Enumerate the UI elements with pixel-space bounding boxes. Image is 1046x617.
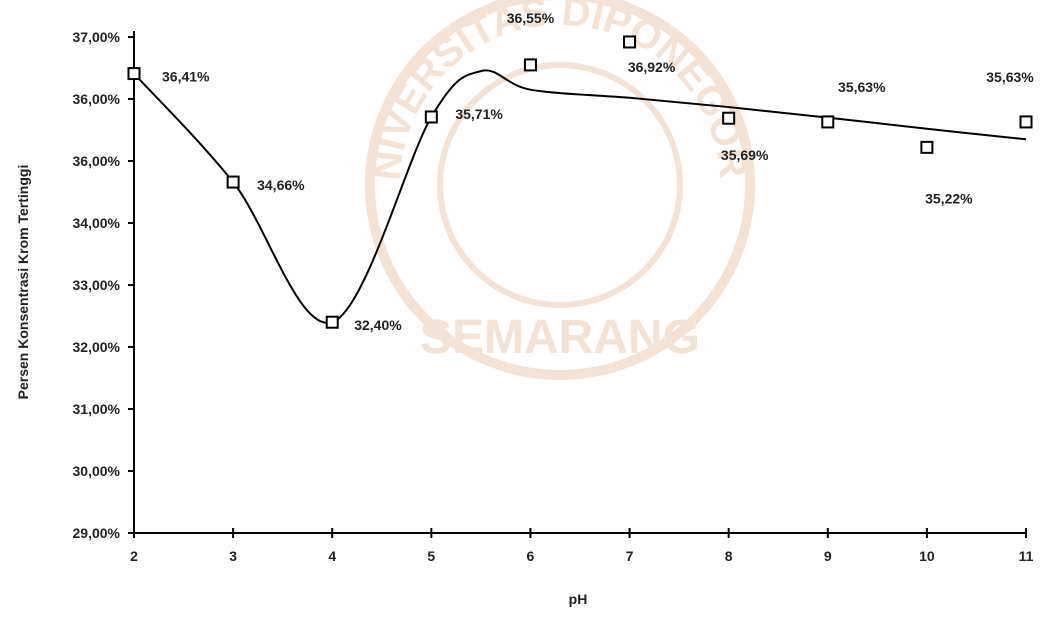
data-points bbox=[127, 35, 1033, 329]
x-tick-label: 8 bbox=[725, 548, 733, 564]
y-axis-title: Persen Konsentrasi Krom Tertinggi bbox=[15, 165, 31, 400]
y-tick-label: 31,00% bbox=[73, 401, 121, 417]
x-tick-label: 2 bbox=[130, 548, 138, 564]
y-tick-label: 34,00% bbox=[73, 215, 121, 231]
x-tick-label: 10 bbox=[919, 548, 935, 564]
data-label: 36,41% bbox=[162, 69, 210, 85]
data-point-marker bbox=[127, 67, 141, 81]
data-label: 36,55% bbox=[507, 10, 555, 26]
data-point-marker bbox=[424, 110, 438, 124]
watermark-bottom-text: SEMARANG bbox=[420, 311, 700, 364]
data-label: 35,63% bbox=[838, 79, 886, 95]
x-tick-label: 5 bbox=[427, 548, 435, 564]
y-tick-label: 36,00% bbox=[73, 91, 121, 107]
x-axis: 2 3 4 5 6 7 8 9 10 11 bbox=[130, 528, 1034, 564]
watermark-ring-outer bbox=[365, 0, 755, 380]
trend-line bbox=[133, 69, 1027, 324]
data-label: 35,22% bbox=[925, 190, 973, 206]
data-point-marker bbox=[920, 140, 934, 154]
x-axis-title: pH bbox=[569, 591, 588, 607]
y-axis: 29,00% 30,00% 31,00% 32,00% 33,00% 34,00% 36,0… bbox=[73, 29, 135, 541]
y-tick-label: 37,00% bbox=[73, 29, 121, 45]
data-label: 34,66% bbox=[257, 177, 305, 193]
x-tick-label: 11 bbox=[1019, 548, 1034, 564]
watermark-ring-inner bbox=[437, 62, 683, 308]
x-tick-label: 4 bbox=[328, 548, 336, 564]
y-tick-label: 30,00% bbox=[73, 463, 121, 479]
data-point-marker bbox=[821, 115, 835, 129]
x-tick-label: 6 bbox=[527, 548, 535, 564]
data-point-marker bbox=[325, 315, 339, 329]
data-label: 35,69% bbox=[721, 147, 769, 163]
x-tick-label: 9 bbox=[824, 548, 832, 564]
y-tick-label: 36,00% bbox=[73, 153, 121, 169]
y-tick-label: 33,00% bbox=[73, 277, 121, 293]
y-tick-label: 32,00% bbox=[73, 339, 121, 355]
data-point-marker bbox=[523, 58, 537, 72]
data-label: 35,71% bbox=[455, 106, 503, 122]
data-labels: 36,41% 34,66% 32,40% 35,71% 36,55% 36,92% 35,6… bbox=[162, 10, 1034, 333]
data-point-marker bbox=[1019, 115, 1033, 129]
data-point-marker bbox=[722, 111, 736, 125]
data-point-marker bbox=[226, 175, 240, 189]
x-tick-label: 3 bbox=[229, 548, 237, 564]
y-tick-label: 29,00% bbox=[73, 525, 121, 541]
x-tick-label: 7 bbox=[626, 548, 634, 564]
data-label: 32,40% bbox=[354, 317, 402, 333]
data-point-marker bbox=[623, 35, 637, 49]
data-label: 36,92% bbox=[628, 59, 676, 75]
data-label: 35,63% bbox=[986, 69, 1034, 85]
